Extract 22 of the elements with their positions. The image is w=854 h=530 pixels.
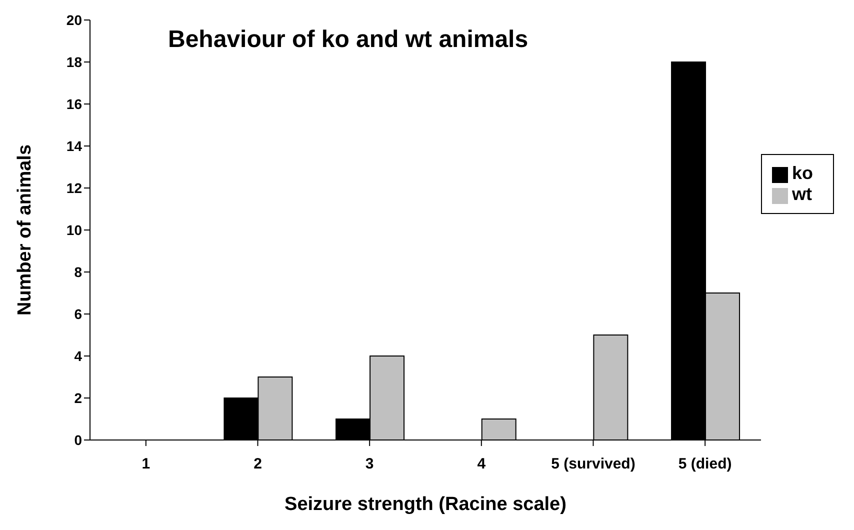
y-tick-label: 8 <box>74 264 82 280</box>
x-tick-label: 4 <box>477 456 486 473</box>
y-tick-label: 0 <box>74 432 82 448</box>
legend-label: wt <box>792 184 812 204</box>
x-tick-label: 2 <box>254 456 262 473</box>
y-tick-label: 10 <box>66 222 82 238</box>
y-tick-label: 18 <box>66 54 82 70</box>
y-tick-label: 20 <box>66 12 82 28</box>
y-tick-label: 14 <box>66 138 82 154</box>
x-tick-label: 3 <box>365 456 374 473</box>
x-tick-label: 5 (survived) <box>551 456 636 473</box>
y-tick-label: 4 <box>74 348 82 364</box>
y-tick-label: 6 <box>74 306 82 322</box>
legend-label: ko <box>792 163 813 183</box>
x-tick-label: 1 <box>142 456 150 473</box>
y-tick-label: 2 <box>74 390 82 406</box>
y-tick-label: 16 <box>66 96 82 112</box>
y-tick-label: 12 <box>66 180 82 196</box>
x-axis-title: Seizure strength (Racine scale) <box>284 494 566 515</box>
chart-title: Behaviour of ko and wt animals <box>168 26 528 54</box>
y-axis-title: Number of animals <box>14 144 36 316</box>
x-tick-label: 5 (died) <box>678 456 732 473</box>
